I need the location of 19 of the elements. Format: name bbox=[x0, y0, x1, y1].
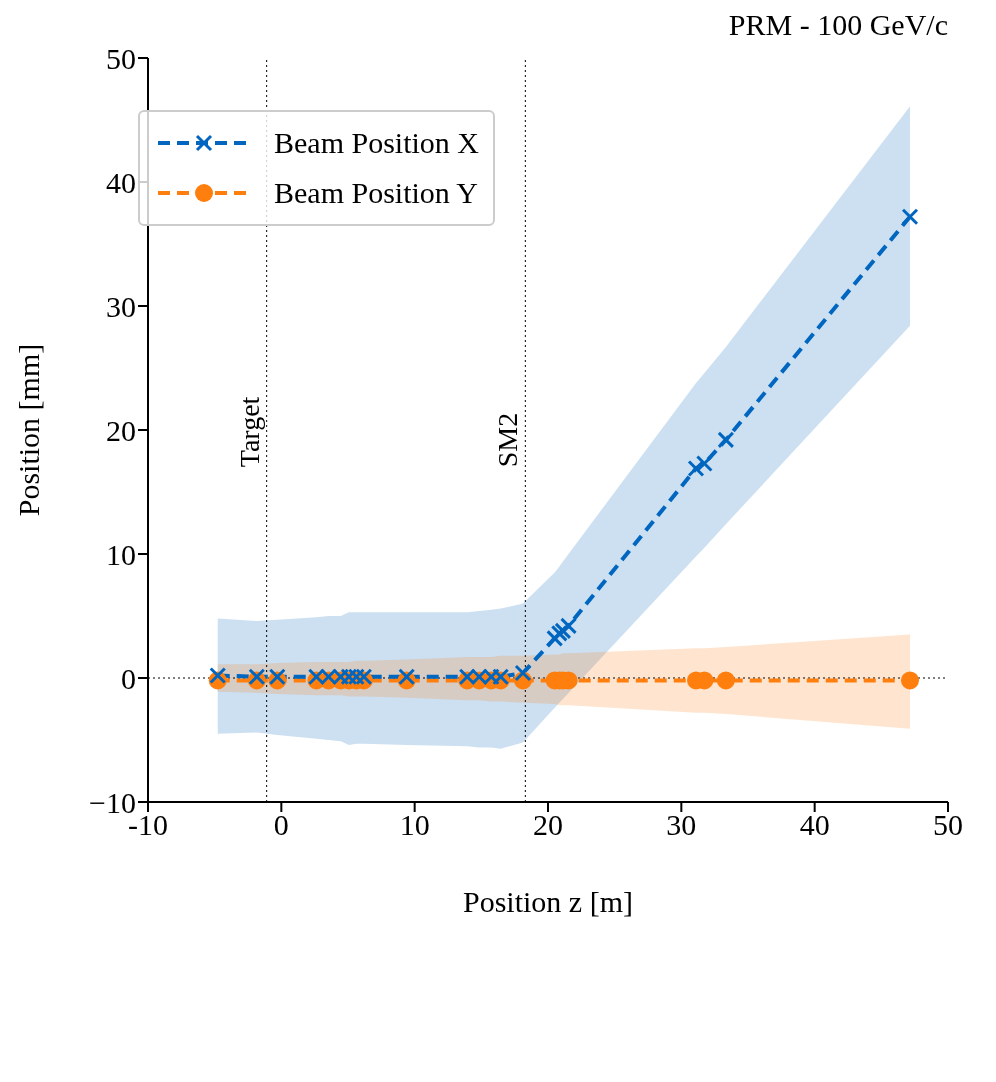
x-tick-label: 40 bbox=[799, 808, 830, 842]
ref-line-label: SM2 bbox=[492, 412, 524, 468]
y-tick-label: 40 bbox=[106, 165, 136, 199]
y-tick-label: 10 bbox=[106, 537, 136, 571]
x-tick-label: 0 bbox=[273, 808, 289, 842]
x-tick-label: 30 bbox=[666, 808, 697, 842]
x-tick-label: 20 bbox=[533, 808, 563, 842]
x-axis-title: Position z [m] bbox=[463, 885, 633, 918]
x-tick-label: 10 bbox=[399, 808, 430, 842]
chart-title: PRM - 100 GeV/c bbox=[728, 8, 948, 41]
y-tick-label: 0 bbox=[121, 661, 136, 695]
x-tick-label: 50 bbox=[933, 808, 963, 842]
legend-label: Beam Position X bbox=[274, 126, 480, 160]
y-axis-title: Position [mm] bbox=[11, 343, 45, 517]
y-tick-label: 30 bbox=[106, 289, 136, 323]
legend-label: Beam Position Y bbox=[274, 176, 478, 210]
ref-line-label: Target bbox=[233, 396, 265, 468]
y-tick-label: 20 bbox=[106, 413, 136, 447]
y-tick-label: 50 bbox=[106, 41, 136, 75]
